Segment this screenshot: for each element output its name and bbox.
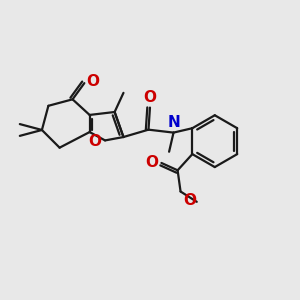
Text: O: O <box>146 155 158 170</box>
Text: N: N <box>167 115 180 130</box>
Text: O: O <box>87 74 100 89</box>
Text: O: O <box>88 134 101 149</box>
Text: O: O <box>143 90 157 105</box>
Text: O: O <box>184 193 196 208</box>
